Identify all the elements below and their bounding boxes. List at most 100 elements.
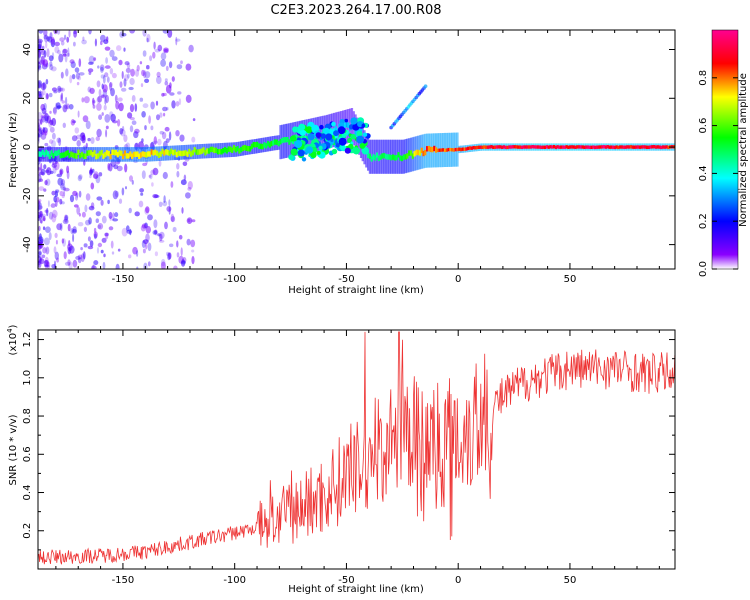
heatmap-noise <box>38 118 41 128</box>
heatmap-ridge <box>240 146 243 153</box>
heatmap-noise <box>62 238 66 247</box>
heatmap-noise <box>167 252 171 261</box>
heatmap-noise <box>78 190 82 198</box>
heatmap-ridge <box>73 153 76 159</box>
heatmap-noise <box>64 53 68 63</box>
heatmap-noise <box>89 240 94 247</box>
heatmap-noise <box>123 134 128 143</box>
heatmap-ridge <box>590 145 593 149</box>
heatmap-ridge <box>390 155 393 161</box>
heatmap-noise <box>69 75 73 84</box>
heatmap-noise <box>161 131 167 140</box>
heatmap-ridge <box>261 143 264 150</box>
heatmap-noise <box>60 179 66 186</box>
heatmap-noise <box>38 50 42 59</box>
heatmap-ridge <box>488 145 491 149</box>
heatmap-noise <box>128 86 134 91</box>
heatmap-noise <box>134 103 138 112</box>
heatmap-ridge <box>38 151 41 157</box>
heatmap-ridge <box>147 151 150 157</box>
heatmap-noise <box>60 40 65 46</box>
heatmap-noise <box>187 181 193 190</box>
heatmap-noise <box>131 120 137 125</box>
heatmap-ridge <box>578 145 581 149</box>
heatmap-ridge <box>495 145 498 149</box>
heatmap-ridge <box>386 154 389 160</box>
heatmap-noise <box>50 36 55 45</box>
heatmap-noise <box>75 255 81 260</box>
heatmap-noise <box>41 89 46 96</box>
heatmap-noise <box>81 97 85 103</box>
heatmap-ridge <box>638 145 641 149</box>
heatmap-ridge <box>440 148 443 152</box>
heatmap-noise <box>78 58 82 67</box>
heatmap-ridge <box>72 152 75 158</box>
heatmap-ridge <box>474 146 477 150</box>
heatmap-noise <box>77 254 83 260</box>
heatmap-noise <box>38 128 43 138</box>
heatmap-noise <box>46 48 50 58</box>
heatmap-ridge <box>88 150 91 156</box>
heatmap-noise <box>158 159 162 167</box>
heatmap-ridge <box>173 149 177 155</box>
heatmap-noise <box>117 119 121 127</box>
heatmap-noise <box>187 187 192 191</box>
heatmap-noise <box>40 162 43 172</box>
heatmap-ridge <box>213 147 216 154</box>
heatmap-noise <box>109 111 114 117</box>
heatmap-ridge <box>395 154 398 161</box>
heatmap-ridge <box>190 151 193 157</box>
heatmap-blob <box>361 123 366 128</box>
heatmap-noise <box>46 262 49 268</box>
heatmap-noise <box>95 211 101 217</box>
heatmap-noise <box>46 207 49 217</box>
heatmap-noise <box>96 128 102 138</box>
heatmap-noise <box>164 81 169 86</box>
heatmap-ridge <box>619 145 622 149</box>
heatmap-noise <box>38 214 41 219</box>
heatmap-noise <box>38 202 43 211</box>
heatmap-noise <box>183 174 187 181</box>
heatmap-noise <box>141 223 147 229</box>
heatmap-noise <box>166 106 169 111</box>
heatmap-noise <box>38 178 43 182</box>
heatmap-noise <box>43 35 48 40</box>
heatmap-noise <box>77 175 82 182</box>
heatmap-ridge <box>154 149 157 155</box>
heatmap-blob <box>301 157 307 162</box>
heatmap-noise <box>125 67 131 73</box>
heatmap-noise <box>139 97 144 102</box>
heatmap-noise <box>48 139 54 144</box>
heatmap-noise <box>129 228 132 236</box>
heatmap-ridge <box>449 147 452 152</box>
heatmap-noise <box>100 40 103 46</box>
heatmap-noise <box>121 227 128 237</box>
heatmap-ridge <box>188 148 191 155</box>
heatmap-noise <box>136 64 140 72</box>
colorbar-label: Normalized spectral amplitude <box>738 73 749 227</box>
heatmap-ridge <box>77 149 80 155</box>
heatmap-ridge <box>286 137 289 143</box>
heatmap-ridge <box>545 145 548 149</box>
heatmap-blob <box>310 151 317 158</box>
heatmap-ridge <box>66 150 69 156</box>
heatmap-noise <box>138 200 144 208</box>
heatmap-noise <box>156 75 162 85</box>
heatmap-noise <box>45 78 49 85</box>
heatmap-ridge <box>241 145 244 151</box>
heatmap-noise <box>50 38 56 48</box>
heatmap-noise <box>71 74 76 80</box>
heatmap-ridge <box>606 145 609 149</box>
heatmap-noise <box>72 259 78 268</box>
heatmap-ridge <box>252 142 255 148</box>
heatmap-ridge <box>506 145 509 150</box>
heatmap-noise <box>62 53 67 57</box>
heatmap-ridge <box>243 144 246 151</box>
heatmap-noise <box>44 130 48 136</box>
heatmap-ridge <box>486 145 489 149</box>
heatmap-ridge <box>586 145 590 149</box>
heatmap-noise <box>45 226 51 233</box>
heatmap-ridge <box>662 145 665 149</box>
heatmap-ridge <box>415 149 418 156</box>
heatmap-noise <box>40 217 43 224</box>
